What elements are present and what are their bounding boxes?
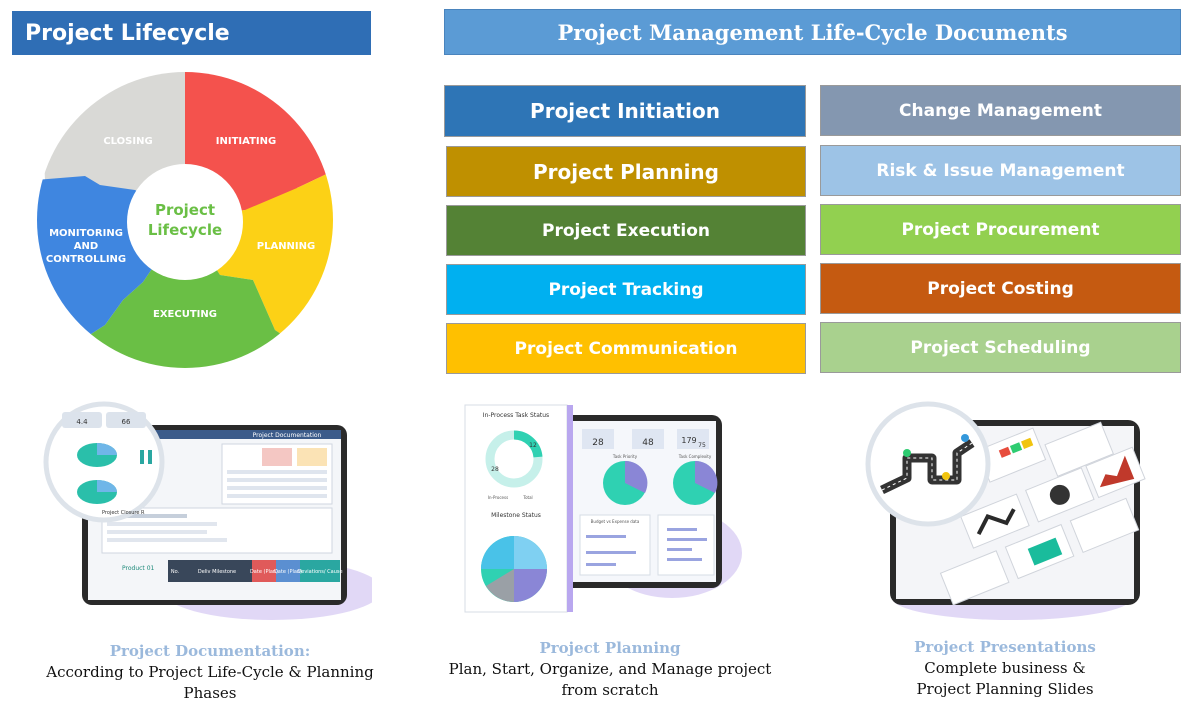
caption-presentations: Project Presentations Complete business … <box>855 637 1155 700</box>
doc-project-scheduling[interactable]: Project Scheduling <box>820 322 1181 373</box>
caption-planning-line1: Plan, Start, Organize, and Manage projec… <box>448 660 772 678</box>
wheel-label-monitoring-1: MONITORING <box>49 228 123 239</box>
doc-col-milestone: Deliv Milestone <box>198 569 236 575</box>
caption-documentation: Project Documentation: According to Proj… <box>30 641 390 704</box>
doc-col-no: No. <box>171 569 180 575</box>
plan-donut-value-2: 28 <box>491 466 499 473</box>
wheel-label-closing: CLOSING <box>103 136 152 147</box>
lifecycle-wheel: Project Lifecycle CLOSING INITIATING PLA… <box>37 72 333 368</box>
wheel-label-executing: EXECUTING <box>153 309 217 320</box>
caption-documentation-title: Project Documentation: <box>109 642 311 660</box>
plan-milestone-title: Milestone Status <box>491 512 541 519</box>
lifecycle-header: Project Lifecycle <box>12 11 371 55</box>
doc-col-date-plan-1: Date (Plan) <box>250 569 278 575</box>
plan-panel-budget: Budget vs Expense data <box>591 519 640 524</box>
wheel-label-monitoring-3: CONTROLLING <box>46 254 126 265</box>
plan-donut-value-1: 12 <box>529 442 537 449</box>
caption-presentations-line2: Project Planning Slides <box>916 680 1094 698</box>
doc-badge-2: 66 <box>122 418 131 426</box>
doc-window-title: Project Documentation <box>253 432 322 439</box>
caption-documentation-line2: Phases <box>183 684 237 702</box>
caption-planning-line2: from scratch <box>561 681 659 699</box>
doc-project-tracking[interactable]: Project Tracking <box>446 264 806 315</box>
wheel-segment-executing <box>37 220 333 368</box>
doc-change-management[interactable]: Change Management <box>820 85 1181 136</box>
presentations-mockup <box>865 401 1146 620</box>
wheel-center-line1: Project <box>155 201 215 219</box>
plan-legend-inprocess: In-Process <box>488 495 508 500</box>
wheel-center-line2: Lifecycle <box>148 221 222 239</box>
wheel-center <box>127 164 243 280</box>
doc-badge-1: 4.4 <box>76 418 88 426</box>
wheel-label-monitoring-2: AND <box>74 241 98 252</box>
doc-project-communication[interactable]: Project Communication <box>446 323 806 374</box>
caption-presentations-title: Project Presentations <box>914 638 1096 656</box>
caption-documentation-line1: According to Project Life-Cycle & Planni… <box>46 663 374 681</box>
plan-panel-priority: Task Priority <box>612 454 638 459</box>
planning-mockup: 28 48 179 75 Task Priority Task Complexi… <box>464 404 742 613</box>
plan-stat-1: 28 <box>592 438 604 448</box>
doc-col-deviations: Deviations/ Cause <box>297 569 342 575</box>
doc-risk-issue-management[interactable]: Risk & Issue Management <box>820 145 1181 196</box>
doc-col-date-plan-2: Date (Plan) <box>274 569 302 575</box>
doc-project-initiation[interactable]: Project Initiation <box>444 85 806 137</box>
plan-stat-3: 179 <box>681 436 696 445</box>
doc-project-execution[interactable]: Project Execution <box>446 205 806 256</box>
wheel-label-planning: PLANNING <box>257 241 315 252</box>
documentation-mockup: Project Documentation Product 01 No. Del… <box>43 401 372 620</box>
doc-product-label: Product 01 <box>122 565 155 572</box>
wheel-label-initiating: INITIATING <box>216 136 276 147</box>
doc-project-planning[interactable]: Project Planning <box>446 146 806 197</box>
documents-header: Project Management Life-Cycle Documents <box>444 9 1181 55</box>
caption-presentations-line1: Complete business & <box>924 659 1086 677</box>
caption-planning-title: Project Planning <box>539 639 681 657</box>
doc-project-costing[interactable]: Project Costing <box>820 263 1181 314</box>
plan-legend-total: Total <box>522 495 532 500</box>
doc-project-procurement[interactable]: Project Procurement <box>820 204 1181 255</box>
plan-stat-2: 48 <box>642 438 654 448</box>
plan-panel-complexity: Task Complexity <box>678 454 712 459</box>
doc-closure-title: Project Closure R <box>102 510 145 516</box>
plan-stat-extra: 75 <box>698 442 706 449</box>
caption-planning: Project Planning Plan, Start, Organize, … <box>430 638 790 701</box>
plan-side-title: In-Process Task Status <box>483 412 549 419</box>
